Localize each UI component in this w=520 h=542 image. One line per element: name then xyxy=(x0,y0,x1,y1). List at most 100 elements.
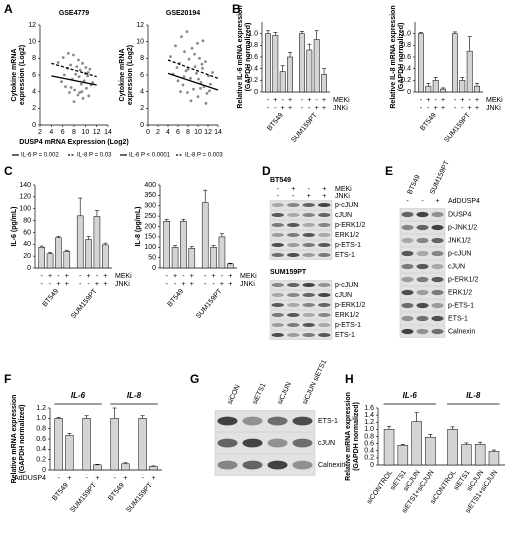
condition-sign: + xyxy=(322,186,326,193)
condition-sign: - xyxy=(421,198,424,205)
band xyxy=(302,223,315,227)
bar xyxy=(110,418,119,471)
row-label: Calnexin xyxy=(448,328,475,335)
point xyxy=(79,82,83,86)
y-tick-label: 4 xyxy=(32,89,36,96)
y-tick-label: 0.6 xyxy=(36,436,46,443)
condition-sign: - xyxy=(96,273,99,280)
band xyxy=(302,243,315,247)
y-tick-label: 0.8 xyxy=(36,426,46,433)
condition-sign: + xyxy=(291,186,295,193)
point xyxy=(88,67,92,71)
point xyxy=(72,53,75,57)
point xyxy=(80,90,84,94)
bar xyxy=(180,221,187,269)
y-tick-label: 400 xyxy=(144,182,156,189)
x-tick-label: 0 xyxy=(146,129,150,136)
y-tick-label: 0 xyxy=(152,265,156,272)
blot-row xyxy=(269,220,333,230)
fit-line xyxy=(167,59,219,79)
condition-sign: + xyxy=(65,281,69,288)
y-tick-label: 1.0 xyxy=(248,31,258,38)
condition-sign: - xyxy=(420,97,423,104)
bar xyxy=(65,435,74,471)
band xyxy=(302,303,315,307)
group-title: IL-8 xyxy=(466,391,481,400)
band xyxy=(318,243,331,247)
blot-row xyxy=(269,230,333,240)
blot-row xyxy=(269,280,333,290)
condition-sign: - xyxy=(301,105,304,112)
blot-row xyxy=(269,300,333,310)
band xyxy=(271,333,284,337)
y-axis-label: Cytokine mRNA xyxy=(11,49,18,102)
blot-row xyxy=(214,454,316,476)
bar xyxy=(76,215,84,269)
y-tick-label: 8 xyxy=(32,55,36,62)
point xyxy=(187,57,191,61)
y-tick-label: 12 xyxy=(136,22,144,29)
condition-sign: - xyxy=(57,273,60,280)
y-tick-label: 1.4 xyxy=(364,412,374,419)
y-tick-label: 140 xyxy=(19,182,31,189)
condition-sign: - xyxy=(85,475,88,482)
condition-sign: - xyxy=(469,97,472,104)
band xyxy=(431,315,444,322)
band xyxy=(287,233,300,237)
point xyxy=(56,61,60,64)
band xyxy=(431,250,444,257)
y-tick-label: 2 xyxy=(140,105,144,112)
condition-sign: + xyxy=(307,193,311,200)
condition-label: MEKi xyxy=(240,273,257,280)
condition-sign: - xyxy=(166,281,169,288)
row-label: Calnexin xyxy=(318,462,345,469)
point xyxy=(193,65,197,69)
bar xyxy=(452,33,458,93)
y-tick-label: 10 xyxy=(28,39,36,46)
condition-sign: + xyxy=(475,97,479,104)
bar xyxy=(85,239,92,269)
band xyxy=(401,250,414,257)
blot-row xyxy=(269,320,333,330)
band xyxy=(292,416,313,426)
bar xyxy=(93,464,102,471)
panel-label: D xyxy=(262,164,271,178)
blot-title: SUM159PT xyxy=(270,269,307,276)
point xyxy=(196,41,199,45)
y-tick-label: 0.4 xyxy=(36,446,46,453)
band xyxy=(401,328,414,335)
y-axis-label: Relative IL-8 mRNA expression xyxy=(390,5,397,108)
point xyxy=(75,65,79,69)
y-axis-label: Relative mRNA expression xyxy=(345,392,352,481)
point xyxy=(175,66,179,69)
condition-sign: - xyxy=(406,198,409,205)
blot-row xyxy=(269,250,333,260)
band xyxy=(416,263,429,270)
band xyxy=(271,253,284,257)
condition-sign: + xyxy=(288,97,292,104)
point xyxy=(197,77,200,81)
column-header: siCON xyxy=(227,384,242,406)
condition-label: JNKi xyxy=(333,105,348,112)
point xyxy=(74,72,78,76)
condition-sign: - xyxy=(87,281,90,288)
point xyxy=(193,52,196,56)
y-tick-label: 20 xyxy=(23,253,31,260)
y-axis-label: IL-8 (pg/mL) xyxy=(135,206,142,246)
condition-sign: - xyxy=(461,105,464,112)
y-axis-label: expression (Log2) xyxy=(127,45,134,105)
band xyxy=(271,223,284,227)
bar xyxy=(171,247,179,269)
condition-sign: - xyxy=(277,193,280,200)
condition-sign: + xyxy=(220,281,224,288)
bar xyxy=(46,253,54,269)
row-label: p-ERK1/2 xyxy=(335,302,365,309)
point xyxy=(85,86,88,90)
y-tick-label: 0.4 xyxy=(401,66,411,73)
point xyxy=(199,86,202,90)
point xyxy=(208,89,211,93)
band xyxy=(287,323,300,327)
band xyxy=(302,293,315,297)
bar xyxy=(55,237,62,269)
y-tick-label: 0 xyxy=(27,265,31,272)
